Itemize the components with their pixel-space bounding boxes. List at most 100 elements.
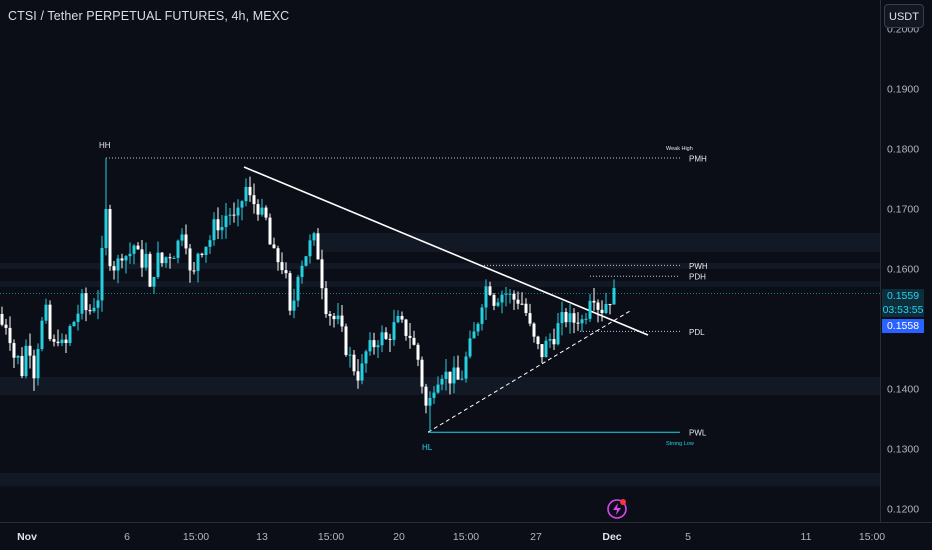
candle-body	[332, 315, 336, 320]
zone-0	[320, 233, 880, 253]
candle-body	[288, 273, 292, 311]
candle-body	[40, 320, 44, 349]
candle-body	[224, 215, 228, 228]
candle-body	[404, 319, 408, 336]
candle-body	[612, 288, 616, 305]
time-tick-label: 15:00	[859, 531, 885, 543]
price-tick-label: 0.1400	[887, 384, 919, 396]
candle-body	[488, 286, 492, 295]
price-tick-label: 0.1300	[887, 444, 919, 456]
candle-body	[264, 207, 268, 218]
candle-body	[524, 303, 528, 314]
time-tick-label: Dec	[602, 531, 621, 543]
candle-body	[464, 356, 468, 379]
ascending-trendline	[427, 310, 631, 433]
candle-body	[528, 313, 532, 324]
candle-body	[456, 367, 460, 380]
pwl-note: Strong Low	[666, 441, 694, 447]
candle-body	[64, 339, 68, 344]
candle-body	[548, 339, 552, 341]
candle-body	[212, 219, 216, 241]
candle-body	[532, 323, 536, 337]
currency-button[interactable]: USDT	[884, 4, 924, 28]
candle-body	[512, 293, 516, 300]
candle-body	[108, 209, 112, 267]
candle-body	[588, 300, 592, 319]
candle-body	[428, 397, 432, 406]
candle-body	[184, 234, 188, 249]
candle-body	[284, 270, 288, 274]
candle-body	[500, 294, 504, 303]
candle-body	[380, 332, 384, 346]
candle-body	[480, 307, 484, 324]
candle-body	[128, 253, 132, 257]
candles	[0, 158, 616, 433]
time-tick-label: 5	[685, 531, 691, 543]
candle-body	[60, 339, 64, 344]
price-axis-divider	[880, 0, 881, 522]
pmh-label: PMH	[689, 155, 707, 164]
candle-body	[328, 314, 332, 316]
candle-body	[364, 351, 368, 364]
candle-body	[504, 293, 508, 295]
candle-body	[312, 233, 316, 241]
pwl-label: PWL	[689, 429, 707, 438]
candle-body	[508, 293, 512, 295]
candle-body	[344, 326, 348, 355]
candle-body	[432, 392, 436, 398]
candle-body	[584, 318, 588, 320]
candle-body	[200, 253, 204, 256]
candle-body	[148, 253, 152, 287]
time-tick-label: 11	[801, 531, 812, 543]
candle-body	[420, 359, 424, 387]
candle-body	[0, 314, 4, 325]
candle-body	[372, 340, 376, 348]
candle-body	[300, 265, 304, 277]
candle-body	[144, 253, 148, 268]
candle-body	[124, 256, 128, 261]
time-tick-label: 13	[256, 531, 268, 543]
candle-body	[12, 343, 16, 358]
candle-body	[352, 354, 356, 372]
candle-body	[536, 336, 540, 345]
candle-body	[280, 262, 284, 271]
last-price-badge: 0.1558	[882, 319, 924, 333]
candle-body	[228, 214, 232, 216]
candle-body	[540, 344, 544, 358]
hh-label: HH	[99, 141, 111, 150]
candle-body	[496, 302, 500, 306]
candle-body	[472, 331, 476, 339]
candle-body	[164, 257, 168, 264]
candle-body	[444, 371, 448, 379]
time-tick-label: 15:00	[453, 531, 479, 543]
candle-body	[168, 257, 172, 259]
candle-body	[188, 248, 192, 271]
candle-body	[116, 258, 120, 271]
candle-body	[600, 309, 604, 313]
candle-body	[448, 371, 452, 384]
candle-body	[140, 249, 144, 268]
candle-body	[244, 186, 248, 202]
trendlines	[243, 166, 649, 433]
candle-body	[604, 303, 608, 313]
candle-body	[8, 327, 12, 344]
pwh-label: PWH	[689, 262, 708, 271]
candle-body	[516, 299, 520, 304]
hl-label: HL	[422, 443, 433, 452]
candle-body	[120, 258, 124, 261]
price-tick-label: 0.1900	[887, 84, 919, 96]
price-tick-label: 0.1200	[887, 504, 919, 516]
candle-body	[460, 378, 464, 380]
candle-body	[84, 293, 88, 311]
candle-body	[28, 345, 32, 356]
lightning-alert-icon[interactable]	[606, 498, 628, 520]
candle-body	[384, 332, 388, 339]
candle-body	[100, 248, 104, 301]
candle-body	[316, 233, 320, 260]
candle-body	[556, 323, 560, 345]
candle-body	[396, 316, 400, 323]
candle-body	[592, 300, 596, 303]
price-tick-label: 0.1800	[887, 144, 919, 156]
candle-body	[324, 288, 328, 315]
